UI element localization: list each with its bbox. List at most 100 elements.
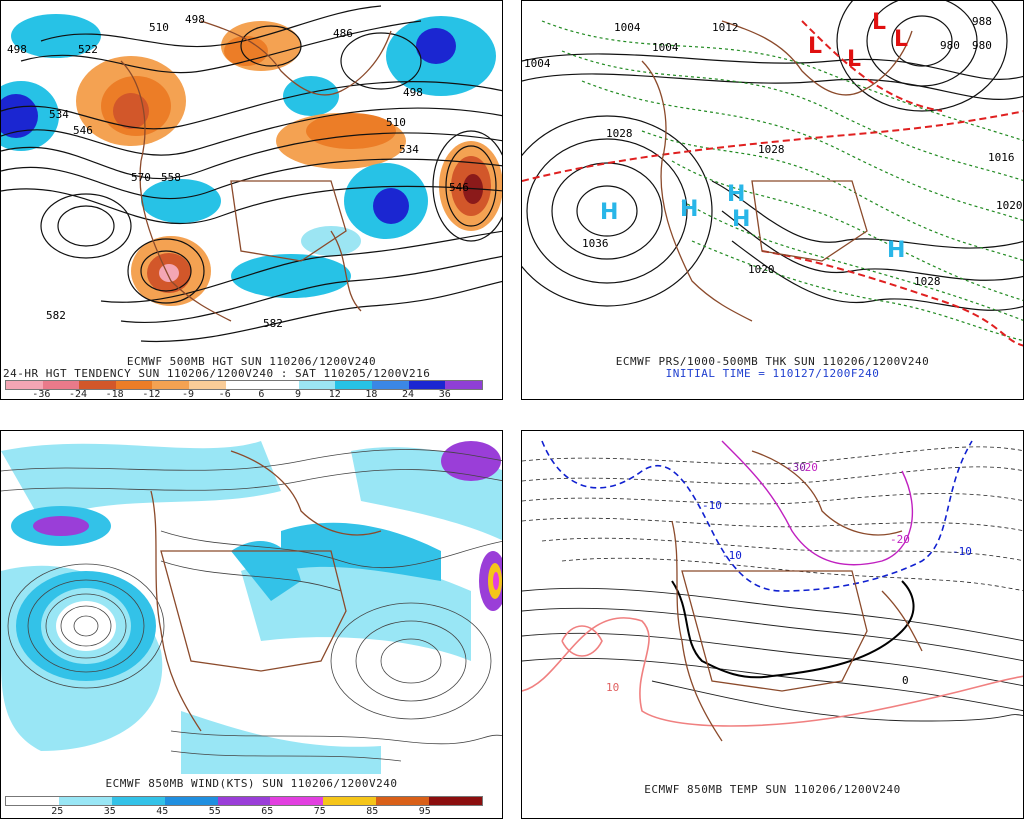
cbar-swatch xyxy=(372,381,409,389)
cbar-swatch xyxy=(189,381,226,389)
cbar-swatch xyxy=(376,797,430,805)
svg-text:980: 980 xyxy=(940,39,960,52)
svg-text:10: 10 xyxy=(606,681,619,694)
svg-text:-10: -10 xyxy=(952,545,972,558)
high-center-rockies: H xyxy=(727,182,745,207)
cbar-label: -12 xyxy=(142,389,161,400)
cbar-label: 65 xyxy=(261,806,274,817)
cbar-swatch xyxy=(217,797,271,805)
isobar-labels: 1004 1012 980 980 1004 1004 1028 1028 10… xyxy=(524,15,1023,288)
low-centers: L L L L xyxy=(808,10,908,72)
cbar-label: -36 xyxy=(32,389,51,400)
svg-text:570: 570 xyxy=(131,171,151,184)
cbar-label: 55 xyxy=(208,806,221,817)
svg-text:534: 534 xyxy=(399,143,419,156)
cbar-swatch xyxy=(111,797,165,805)
freezing-thickness xyxy=(522,20,1023,347)
cbar-label: -9 xyxy=(182,389,195,400)
high-center-west: H xyxy=(680,197,698,222)
caption-850mb-wind: ECMWF 850MB WIND(KTS) SUN 110206/1200V24… xyxy=(105,777,398,790)
high-center-plains: H xyxy=(732,207,750,232)
cbar-swatch xyxy=(42,381,80,389)
panel-850mb-wind: ECMWF 850MB WIND(KTS) SUN 110206/1200V24… xyxy=(0,430,503,819)
coastlines xyxy=(671,450,923,742)
cbar-label: 85 xyxy=(366,806,379,817)
wind-colorbar-labels: 25 35 45 55 65 75 85 95 xyxy=(31,806,451,817)
cbar-label: 18 xyxy=(365,389,378,400)
svg-text:-10: -10 xyxy=(722,549,742,562)
plus-10-isotherm xyxy=(522,617,1023,727)
svg-text:0: 0 xyxy=(902,674,909,687)
cbar-label: 12 xyxy=(328,389,341,400)
zero-isotherm xyxy=(671,580,915,679)
panel-mslp-thickness: H H H H H L L L L 1004 1012 980 980 1004… xyxy=(521,0,1024,400)
cbar-swatch xyxy=(262,381,299,389)
low-center-2: L xyxy=(847,47,861,72)
cbar-label: 25 xyxy=(51,806,64,817)
minus-10-isotherm xyxy=(541,440,973,592)
cbar-swatch xyxy=(335,381,373,389)
cbar-swatch xyxy=(408,381,446,389)
height-contour-labels: 498 510 486 498 510 522 534 546 570 558 … xyxy=(7,13,469,330)
cbar-label: 24 xyxy=(402,389,415,400)
cbar-label: -24 xyxy=(68,389,88,400)
tendency-fill xyxy=(1,14,502,306)
svg-text:1028: 1028 xyxy=(606,127,633,140)
svg-text:-20: -20 xyxy=(798,461,818,474)
streamlines xyxy=(1,449,502,762)
svg-text:-30: -30 xyxy=(786,461,806,474)
cbar-label: 95 xyxy=(418,806,431,817)
svg-text:534: 534 xyxy=(49,108,69,121)
cbar-swatch xyxy=(6,381,43,389)
cbar-label: 6 xyxy=(258,389,265,400)
svg-text:-20: -20 xyxy=(890,533,910,546)
cbar-swatch xyxy=(225,381,263,389)
svg-text:-10: -10 xyxy=(702,499,722,512)
svg-text:546: 546 xyxy=(449,181,469,194)
caption-initial-time: INITIAL TIME = 110127/1200F240 xyxy=(665,367,880,380)
caption-mslp-title: ECMWF PRS/1000-500MB THK SUN 110206/1200… xyxy=(615,355,930,368)
cbar-swatch xyxy=(115,381,153,389)
cbar-swatch xyxy=(58,797,112,805)
wind-colorbar xyxy=(5,796,483,806)
svg-text:1012: 1012 xyxy=(712,21,739,34)
cbar-label: 9 xyxy=(295,389,302,400)
cbar-swatch xyxy=(298,381,336,389)
cbar-label: 75 xyxy=(313,806,326,817)
cbar-swatch xyxy=(270,797,324,805)
cbar-swatch xyxy=(6,797,59,805)
map-500mb: 498 510 486 498 510 522 534 546 570 558 … xyxy=(1,5,502,343)
isotherm-labels: -10 -20 -30 -10 -20 -10 10 0 xyxy=(606,461,972,694)
svg-text:1004: 1004 xyxy=(524,57,551,70)
caption-500mb-tendency: 24-HR HGT TENDENCY SUN 110206/1200V240 :… xyxy=(3,367,431,380)
svg-text:498: 498 xyxy=(403,86,423,99)
svg-text:1028: 1028 xyxy=(758,143,785,156)
map-mslp: H H H H H L L L L 1004 1012 980 980 1004… xyxy=(522,1,1023,347)
svg-text:1020: 1020 xyxy=(996,199,1023,212)
svg-text:510: 510 xyxy=(386,116,406,129)
svg-text:1016: 1016 xyxy=(988,151,1015,164)
cbar-swatch xyxy=(429,797,483,805)
svg-text:486: 486 xyxy=(333,27,353,40)
coastlines xyxy=(120,20,392,322)
svg-text:1036: 1036 xyxy=(582,237,609,250)
cbar-label: -18 xyxy=(105,389,124,400)
svg-text:582: 582 xyxy=(263,317,283,330)
high-centers: H H H H H xyxy=(600,182,905,263)
svg-text:988: 988 xyxy=(972,15,992,28)
svg-text:498: 498 xyxy=(185,13,205,26)
svg-text:522: 522 xyxy=(78,43,98,56)
panel-500mb-height: 498 510 486 498 510 522 534 546 570 558 … xyxy=(0,0,503,400)
cbar-swatch xyxy=(323,797,377,805)
caption-850mb-temp: ECMWF 850MB TEMP SUN 110206/1200V240 xyxy=(644,783,901,796)
cold-isotherms xyxy=(522,446,1023,592)
low-center-4: L xyxy=(894,27,908,52)
svg-text:1020: 1020 xyxy=(748,263,775,276)
svg-text:1028: 1028 xyxy=(914,275,941,288)
tendency-colorbar xyxy=(5,380,483,390)
tendency-colorbar-labels: -36 -24 -18 -12 -9 -6 6 9 12 18 24 36 xyxy=(23,389,463,400)
cbar-swatch xyxy=(152,381,190,389)
cbar-swatch xyxy=(445,381,482,389)
cbar-label: 35 xyxy=(103,806,116,817)
svg-text:1004: 1004 xyxy=(614,21,641,34)
